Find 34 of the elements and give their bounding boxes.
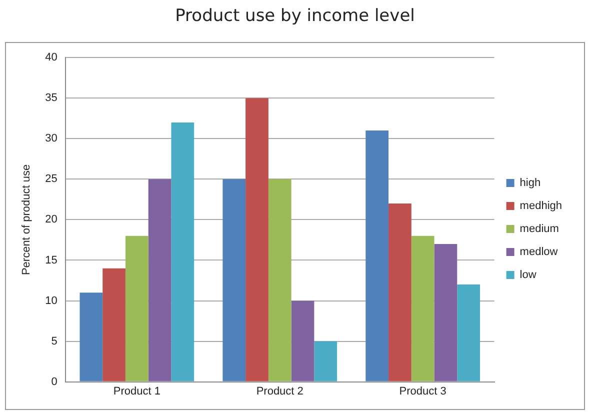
y-tick-label: 5 <box>51 335 58 348</box>
x-tick-label: Product 2 <box>256 385 304 398</box>
y-tick-label: 0 <box>51 376 58 388</box>
y-tick-label: 10 <box>45 294 58 307</box>
bar <box>388 203 412 382</box>
bar <box>411 236 434 382</box>
bar <box>222 179 246 382</box>
x-tick-label: Product 1 <box>113 385 160 398</box>
y-tick-label: 40 <box>45 52 58 64</box>
bar <box>457 284 480 382</box>
bar <box>148 179 172 382</box>
bar <box>102 268 126 382</box>
legend-label: medium <box>520 223 559 236</box>
y-tick-label: 15 <box>45 254 58 266</box>
y-tick-label: 35 <box>45 92 58 104</box>
y-axis-title: Percent of product use <box>20 164 33 276</box>
chart-title: Product use by income level <box>174 6 416 26</box>
bar <box>366 130 389 382</box>
legend-label: low <box>520 269 536 282</box>
legend-label: medlow <box>520 246 558 258</box>
bar <box>291 300 314 382</box>
bar <box>80 292 103 382</box>
legend-label: medhigh <box>520 200 562 212</box>
legend-label: high <box>520 177 541 190</box>
bar <box>125 236 148 382</box>
x-tick-label: Product 3 <box>399 385 446 398</box>
bar <box>171 122 194 382</box>
y-tick-label: 20 <box>45 214 58 226</box>
bar <box>434 244 458 382</box>
y-tick-label: 25 <box>45 173 58 186</box>
bar <box>314 341 338 382</box>
y-tick-label: 30 <box>45 132 58 145</box>
bar <box>268 179 292 382</box>
bar <box>246 98 268 382</box>
